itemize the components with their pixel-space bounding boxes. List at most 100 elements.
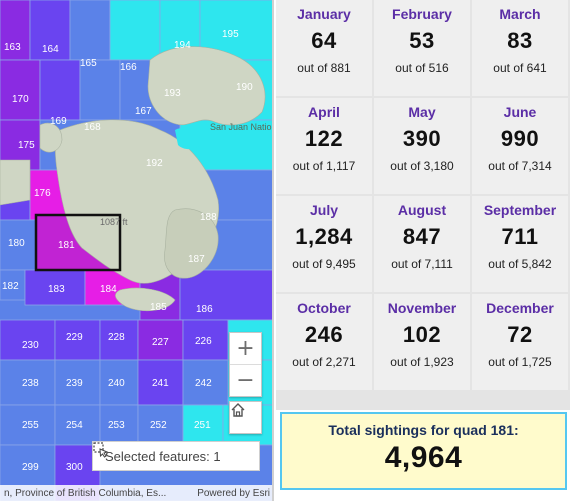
map-canvas[interactable]: San Juan National Monument 1087 ft 163 1… [0,0,274,501]
quad-label: 241 [152,378,169,389]
month-value: 102 [402,322,442,347]
quad-label: 182 [2,281,19,292]
quad-label: 227 [152,337,169,348]
month-value: 83 [507,28,533,53]
total-sightings-panel: Total sightings for quad 181: 4,964 [280,412,567,490]
quad-label: 193 [164,88,181,99]
month-out-of: out of 641 [493,61,547,75]
quad-label: 192 [146,158,163,169]
month-name: June [503,104,537,120]
month-value: 390 [402,126,442,151]
quad-label: 168 [84,122,101,133]
month-out-of: out of 516 [395,61,449,75]
monthly-sightings-grid: January 64 out of 881 February 53 out of 516 M… [276,0,570,410]
quad-label: 251 [194,420,211,431]
quad-label: 226 [195,336,212,347]
home-button[interactable] [229,401,262,434]
quad-label: 254 [66,420,83,431]
quad-label: 252 [150,420,167,431]
quad-label: 228 [108,332,125,343]
month-card-july: July 1,284 out of 9,495 [276,196,372,292]
month-value: 64 [311,28,337,53]
month-card-january: January 64 out of 881 [276,0,372,96]
month-out-of: out of 881 [297,61,351,75]
month-out-of: out of 3,180 [390,159,454,173]
month-name: March [499,6,541,22]
month-out-of: out of 1,725 [488,355,552,369]
quad-label: 300 [66,462,83,473]
month-out-of: out of 5,842 [488,257,552,271]
month-card-august: August 847 out of 7,111 [374,196,470,292]
quad-label: 165 [80,58,97,69]
month-value: 990 [500,126,540,151]
quad-label: 180 [8,238,25,249]
month-name: September [483,202,557,218]
month-name: August [397,202,447,218]
quad-label: 175 [18,140,35,151]
month-name: November [387,300,457,316]
select-features-icon [93,442,109,458]
quad-label: 255 [22,420,39,431]
zoom-in-button[interactable]: + [236,336,255,361]
quad-label: 181 [58,240,75,251]
month-card-november: November 102 out of 1,923 [374,294,470,390]
attribution-text: n, Province of British Columbia, Es... [4,487,167,499]
land-masses [0,46,266,312]
month-name: April [308,104,340,120]
quad-label: 253 [108,420,125,431]
zoom-out-button[interactable]: − [230,364,261,395]
quad-label: 185 [150,302,167,313]
month-value: 53 [409,28,435,53]
month-card-october: October 246 out of 2,271 [276,294,372,390]
month-value: 246 [304,322,344,347]
month-card-april: April 122 out of 1,117 [276,98,372,194]
quad-label: 230 [22,340,39,351]
quad-labels: 163 164 165 166 194 195 170 193 190 169 … [2,29,253,473]
home-icon [231,403,245,417]
month-card-december: December 72 out of 1,725 [472,294,568,390]
quad-label: 195 [222,29,239,40]
quad-label: 190 [236,82,253,93]
quad-label: 169 [50,116,67,127]
month-name: December [486,300,554,316]
quad-label: 238 [22,378,39,389]
quad-label: 170 [12,94,29,105]
month-card-february: February 53 out of 516 [374,0,470,96]
month-out-of: out of 1,923 [390,355,454,369]
month-card-june: June 990 out of 7,314 [472,98,568,194]
quad-label: 176 [34,188,51,199]
quad-label: 240 [108,378,125,389]
map-view[interactable]: San Juan National Monument 1087 ft 163 1… [0,0,274,501]
quad-label: 184 [100,284,117,295]
month-name: October [297,300,351,316]
quad-label: 183 [48,284,65,295]
month-name: May [408,104,436,120]
total-sightings-label: Total sightings for quad 181: [328,422,519,438]
elevation-label: 1087 ft [100,217,128,227]
quad-label: 242 [195,378,212,389]
selected-features-text: Selected features: 1 [105,448,221,464]
month-name: July [309,202,338,218]
month-card-march: March 83 out of 641 [472,0,568,96]
month-card-may: May 390 out of 3,180 [374,98,470,194]
quad-label: 186 [196,304,213,315]
place-label-island: San Juan National Monument [210,122,274,132]
month-out-of: out of 2,271 [292,355,356,369]
powered-by-esri-link[interactable]: Powered by Esri [197,487,270,499]
month-out-of: out of 1,117 [292,159,356,173]
month-out-of: out of 7,111 [391,257,453,271]
quad-label: 194 [174,40,191,51]
month-out-of: out of 9,495 [292,257,356,271]
selected-quad-outline[interactable] [34,213,122,272]
selected-features-button[interactable]: Selected features: 1 [92,441,260,471]
total-sightings-value: 4,964 [384,441,463,474]
quad-label: 229 [66,332,83,343]
month-card-september: September 711 out of 5,842 [472,196,568,292]
quad-label: 239 [66,378,83,389]
quad-label: 163 [4,42,21,53]
map-attribution: n, Province of British Columbia, Es... P… [0,485,272,501]
quad-label: 187 [188,254,205,265]
month-value: 711 [501,224,539,249]
month-out-of: out of 7,314 [488,159,552,173]
quad-label: 164 [42,44,59,55]
